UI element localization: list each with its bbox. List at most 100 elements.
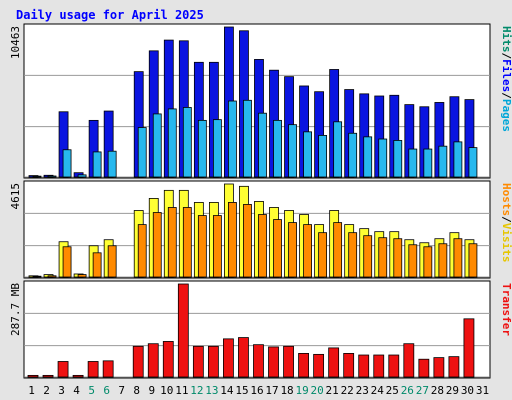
day-label: 30	[461, 384, 474, 397]
legend-part: /	[500, 53, 512, 60]
day-label: 3	[58, 384, 65, 397]
bar-transfer	[223, 338, 234, 378]
day-label: 26	[401, 384, 414, 397]
bar-transfer	[238, 337, 249, 378]
bar-hosts	[92, 252, 102, 278]
day-label: 17	[265, 384, 278, 397]
bar-transfer	[268, 346, 279, 378]
bar-transfer	[147, 343, 159, 378]
bar-transfer	[283, 345, 294, 378]
bar-files	[32, 175, 42, 178]
day-label: 20	[311, 384, 324, 397]
bar-hosts	[453, 238, 463, 278]
day-label: 11	[175, 384, 188, 397]
day-label: 23	[356, 384, 369, 397]
bar-files	[212, 119, 222, 178]
legend-part: /	[500, 92, 512, 99]
day-label: 21	[326, 384, 339, 397]
bar-files	[258, 112, 267, 178]
bar-files	[62, 149, 72, 178]
bar-hosts	[107, 245, 117, 278]
bar-files	[273, 119, 282, 178]
bar-files	[182, 107, 192, 178]
bar-files	[408, 148, 418, 178]
day-label: 15	[235, 384, 248, 397]
bar-hosts	[423, 246, 433, 278]
day-label: 9	[148, 384, 155, 397]
bar-transfer	[373, 354, 385, 378]
bar-files	[363, 136, 373, 178]
day-axis-labels: 1 2 3 4 5 6 7 8 9 10 11 12 13 14 15 16 17 18 19 20 21 22 23 24 2…	[28, 384, 489, 397]
legend-part: Visits	[500, 223, 512, 263]
bar-transfer	[42, 374, 54, 378]
day-label: 16	[250, 384, 263, 397]
day-label: 2	[43, 384, 50, 397]
bar-files	[137, 127, 147, 178]
y-axis-max-label: 4615	[9, 183, 22, 210]
bar-hosts	[318, 232, 328, 278]
bar-files	[333, 121, 343, 178]
bar-hosts	[62, 246, 72, 278]
bar-transfer	[57, 361, 69, 378]
bar-transfer	[132, 345, 144, 378]
panel-transfer: 287.7 MB Transfer	[9, 280, 512, 379]
day-label: 10	[160, 384, 173, 397]
bar-hosts	[378, 237, 388, 278]
bar-hosts	[438, 243, 448, 278]
bar-transfer	[343, 353, 355, 378]
day-label: 19	[295, 384, 308, 397]
bar-hosts	[182, 207, 192, 278]
bar-files	[77, 174, 87, 178]
bar-hosts	[77, 274, 87, 278]
bar-files	[288, 124, 297, 178]
bar-transfer	[102, 360, 114, 378]
day-label: 8	[133, 384, 140, 397]
day-label: 1	[28, 384, 35, 397]
bar-transfer	[433, 357, 445, 378]
day-label: 7	[118, 384, 125, 397]
bar-files	[167, 108, 177, 178]
bar-transfer	[207, 345, 219, 378]
bar-files	[197, 119, 207, 178]
bar-files	[468, 147, 478, 178]
bar-transfer	[448, 356, 460, 378]
bar-transfer	[418, 358, 430, 378]
bar-hosts	[303, 224, 312, 278]
legend-part: Transfer	[500, 283, 512, 336]
series-legend-label: Hosts/Visits	[500, 183, 512, 263]
legend-part: Files	[500, 59, 512, 92]
bar-files	[152, 113, 162, 178]
day-label: 24	[371, 384, 385, 397]
day-label: 6	[103, 384, 110, 397]
bar-transfer	[298, 353, 309, 378]
panel-hosts-visits: 4615 Hosts/Visits	[9, 180, 512, 279]
y-axis-max-label: 287.7 MB	[9, 283, 22, 336]
bar-files	[438, 145, 448, 178]
day-label: 29	[446, 384, 459, 397]
bar-files	[318, 135, 328, 178]
bar-hosts	[197, 215, 207, 278]
day-label: 28	[431, 384, 444, 397]
bar-files	[228, 100, 237, 178]
bar-files	[453, 141, 463, 178]
bar-transfer	[403, 343, 415, 378]
day-label: 12	[190, 384, 203, 397]
bar-hosts	[348, 232, 358, 278]
day-label: 18	[280, 384, 293, 397]
bar-files	[393, 140, 403, 178]
day-label: 31	[476, 384, 489, 397]
bar-hosts	[288, 222, 297, 278]
bar-transfer	[313, 353, 325, 378]
bar-hosts	[393, 238, 403, 278]
bar-files	[243, 99, 252, 178]
bar-files	[303, 131, 312, 178]
bar-transfer	[162, 341, 174, 378]
bar-files	[423, 148, 433, 178]
bar-hosts	[468, 243, 478, 278]
legend-part: Pages	[500, 99, 512, 132]
bar-hosts	[273, 219, 282, 278]
panel-hits-files: 10463 Hits/Files/Pages	[9, 23, 512, 179]
series-legend-label: Transfer	[500, 283, 512, 336]
bar-transfer	[87, 361, 99, 378]
